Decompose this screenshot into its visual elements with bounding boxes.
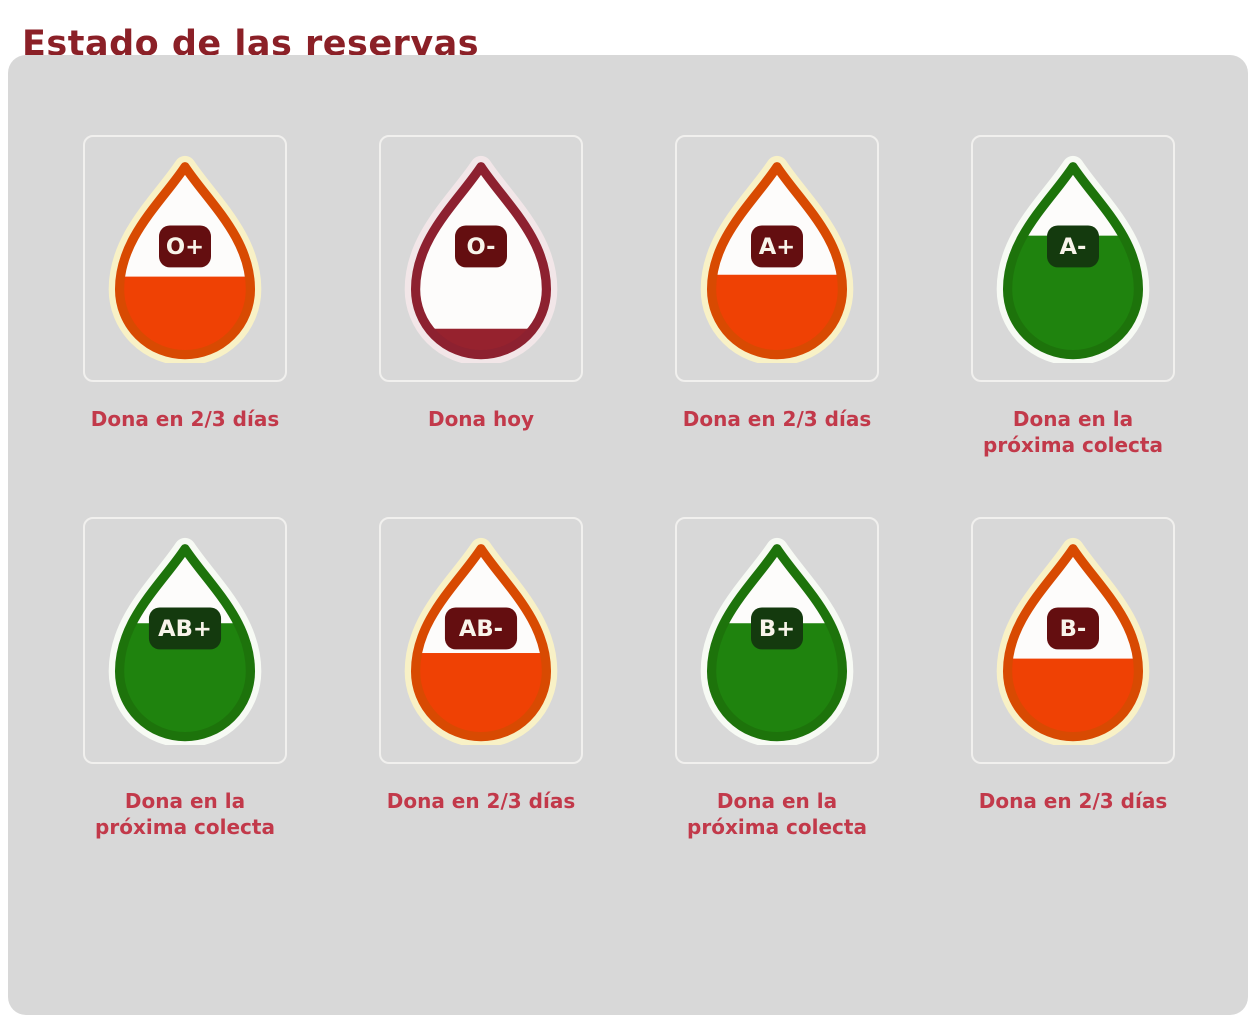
blood-type-badge: [751, 607, 803, 650]
blood-type-badge: [1047, 607, 1099, 650]
blood-type-label: A-: [1060, 234, 1087, 260]
status-label-line: Dona en 2/3 días: [682, 407, 872, 431]
status-label: Dona en la próxima colecta: [971, 406, 1175, 458]
blood-type-badge: [148, 607, 222, 650]
status-label-line: Dona en la: [716, 789, 838, 813]
status-label-line: Dona en 2/3 días: [90, 407, 280, 431]
blood-drop-icon: O-: [404, 155, 558, 363]
blood-type-badge: [1047, 225, 1099, 268]
status-label: Dona en 2/3 días: [971, 788, 1175, 814]
blood-drop-icon: B+: [700, 537, 854, 745]
status-label: Dona en la próxima colecta: [83, 788, 287, 840]
blood-type-label: A+: [759, 234, 795, 260]
status-label-line: Dona en la: [124, 789, 246, 813]
drop-outline: [706, 544, 848, 742]
reserve-card: A-: [971, 135, 1175, 382]
status-label: Dona en 2/3 días: [675, 406, 879, 432]
blood-type-label: B+: [759, 616, 795, 642]
reserve-card: B+: [675, 517, 879, 764]
blood-type-label: AB-: [459, 616, 503, 642]
reserve-cell-o-neg: O- Dona hoy: [379, 135, 583, 517]
reserve-cell-a-neg: A- Dona en la próxima colecta: [971, 135, 1175, 517]
drop-outline: [706, 162, 848, 360]
reserve-cell-b-negpos: B+ Dona en la próxima colecta: [675, 517, 879, 899]
drop-outline: [410, 544, 552, 742]
drop-outline: [1002, 162, 1144, 360]
blood-drop-icon: B-: [996, 537, 1150, 745]
drop-outline: [1002, 544, 1144, 742]
status-label-line: Dona en la: [1012, 407, 1134, 431]
status-label: Dona en 2/3 días: [379, 788, 583, 814]
reserve-cell-o-negpos: O+ Dona en 2/3 días: [83, 135, 287, 517]
blood-type-badge: [751, 225, 803, 268]
blood-type-badge: [444, 607, 518, 650]
blood-type-label: AB+: [158, 616, 212, 642]
drop-outline: [114, 544, 256, 742]
reserves-panel: O+ Dona en 2/3 días O- Dona hoy: [8, 55, 1248, 1015]
status-label-line: próxima colecta: [983, 433, 1163, 457]
blood-drop-icon: A+: [700, 155, 854, 363]
reserve-cell-ab-negpos: AB+ Dona en la próxima colecta: [83, 517, 287, 899]
drop-fill-level: [415, 653, 547, 737]
blood-drop-icon: AB+: [108, 537, 262, 745]
blood-drop-icon: O+: [108, 155, 262, 363]
status-label: Dona en la próxima colecta: [675, 788, 879, 840]
reserve-cell-a-negpos: A+ Dona en 2/3 días: [675, 135, 879, 517]
drop-outline: [410, 162, 552, 360]
reserves-grid: O+ Dona en 2/3 días O- Dona hoy: [83, 135, 1175, 899]
status-label: Dona en 2/3 días: [83, 406, 287, 432]
reserve-cell-ab-neg: AB- Dona en 2/3 días: [379, 517, 583, 899]
blood-drop-icon: A-: [996, 155, 1150, 363]
blood-drop-icon: AB-: [404, 537, 558, 745]
blood-type-label: B-: [1060, 616, 1087, 642]
status-label-line: Dona en 2/3 días: [978, 789, 1168, 813]
reserve-card: O+: [83, 135, 287, 382]
blood-type-badge: [159, 225, 211, 268]
blood-type-label: O+: [166, 234, 204, 260]
reserve-cell-b-neg: B- Dona en 2/3 días: [971, 517, 1175, 899]
blood-type-label: O-: [466, 234, 495, 260]
status-label-line: próxima colecta: [95, 815, 275, 839]
reserve-card: AB+: [83, 517, 287, 764]
status-label-line: próxima colecta: [687, 815, 867, 839]
status-label: Dona hoy: [379, 406, 583, 432]
reserve-card: AB-: [379, 517, 583, 764]
drop-outline: [114, 162, 256, 360]
blood-type-badge: [455, 225, 507, 268]
status-label-line: Dona en 2/3 días: [386, 789, 576, 813]
status-label-line: Dona hoy: [427, 407, 535, 431]
reserve-card: O-: [379, 135, 583, 382]
reserve-card: A+: [675, 135, 879, 382]
reserve-card: B-: [971, 517, 1175, 764]
